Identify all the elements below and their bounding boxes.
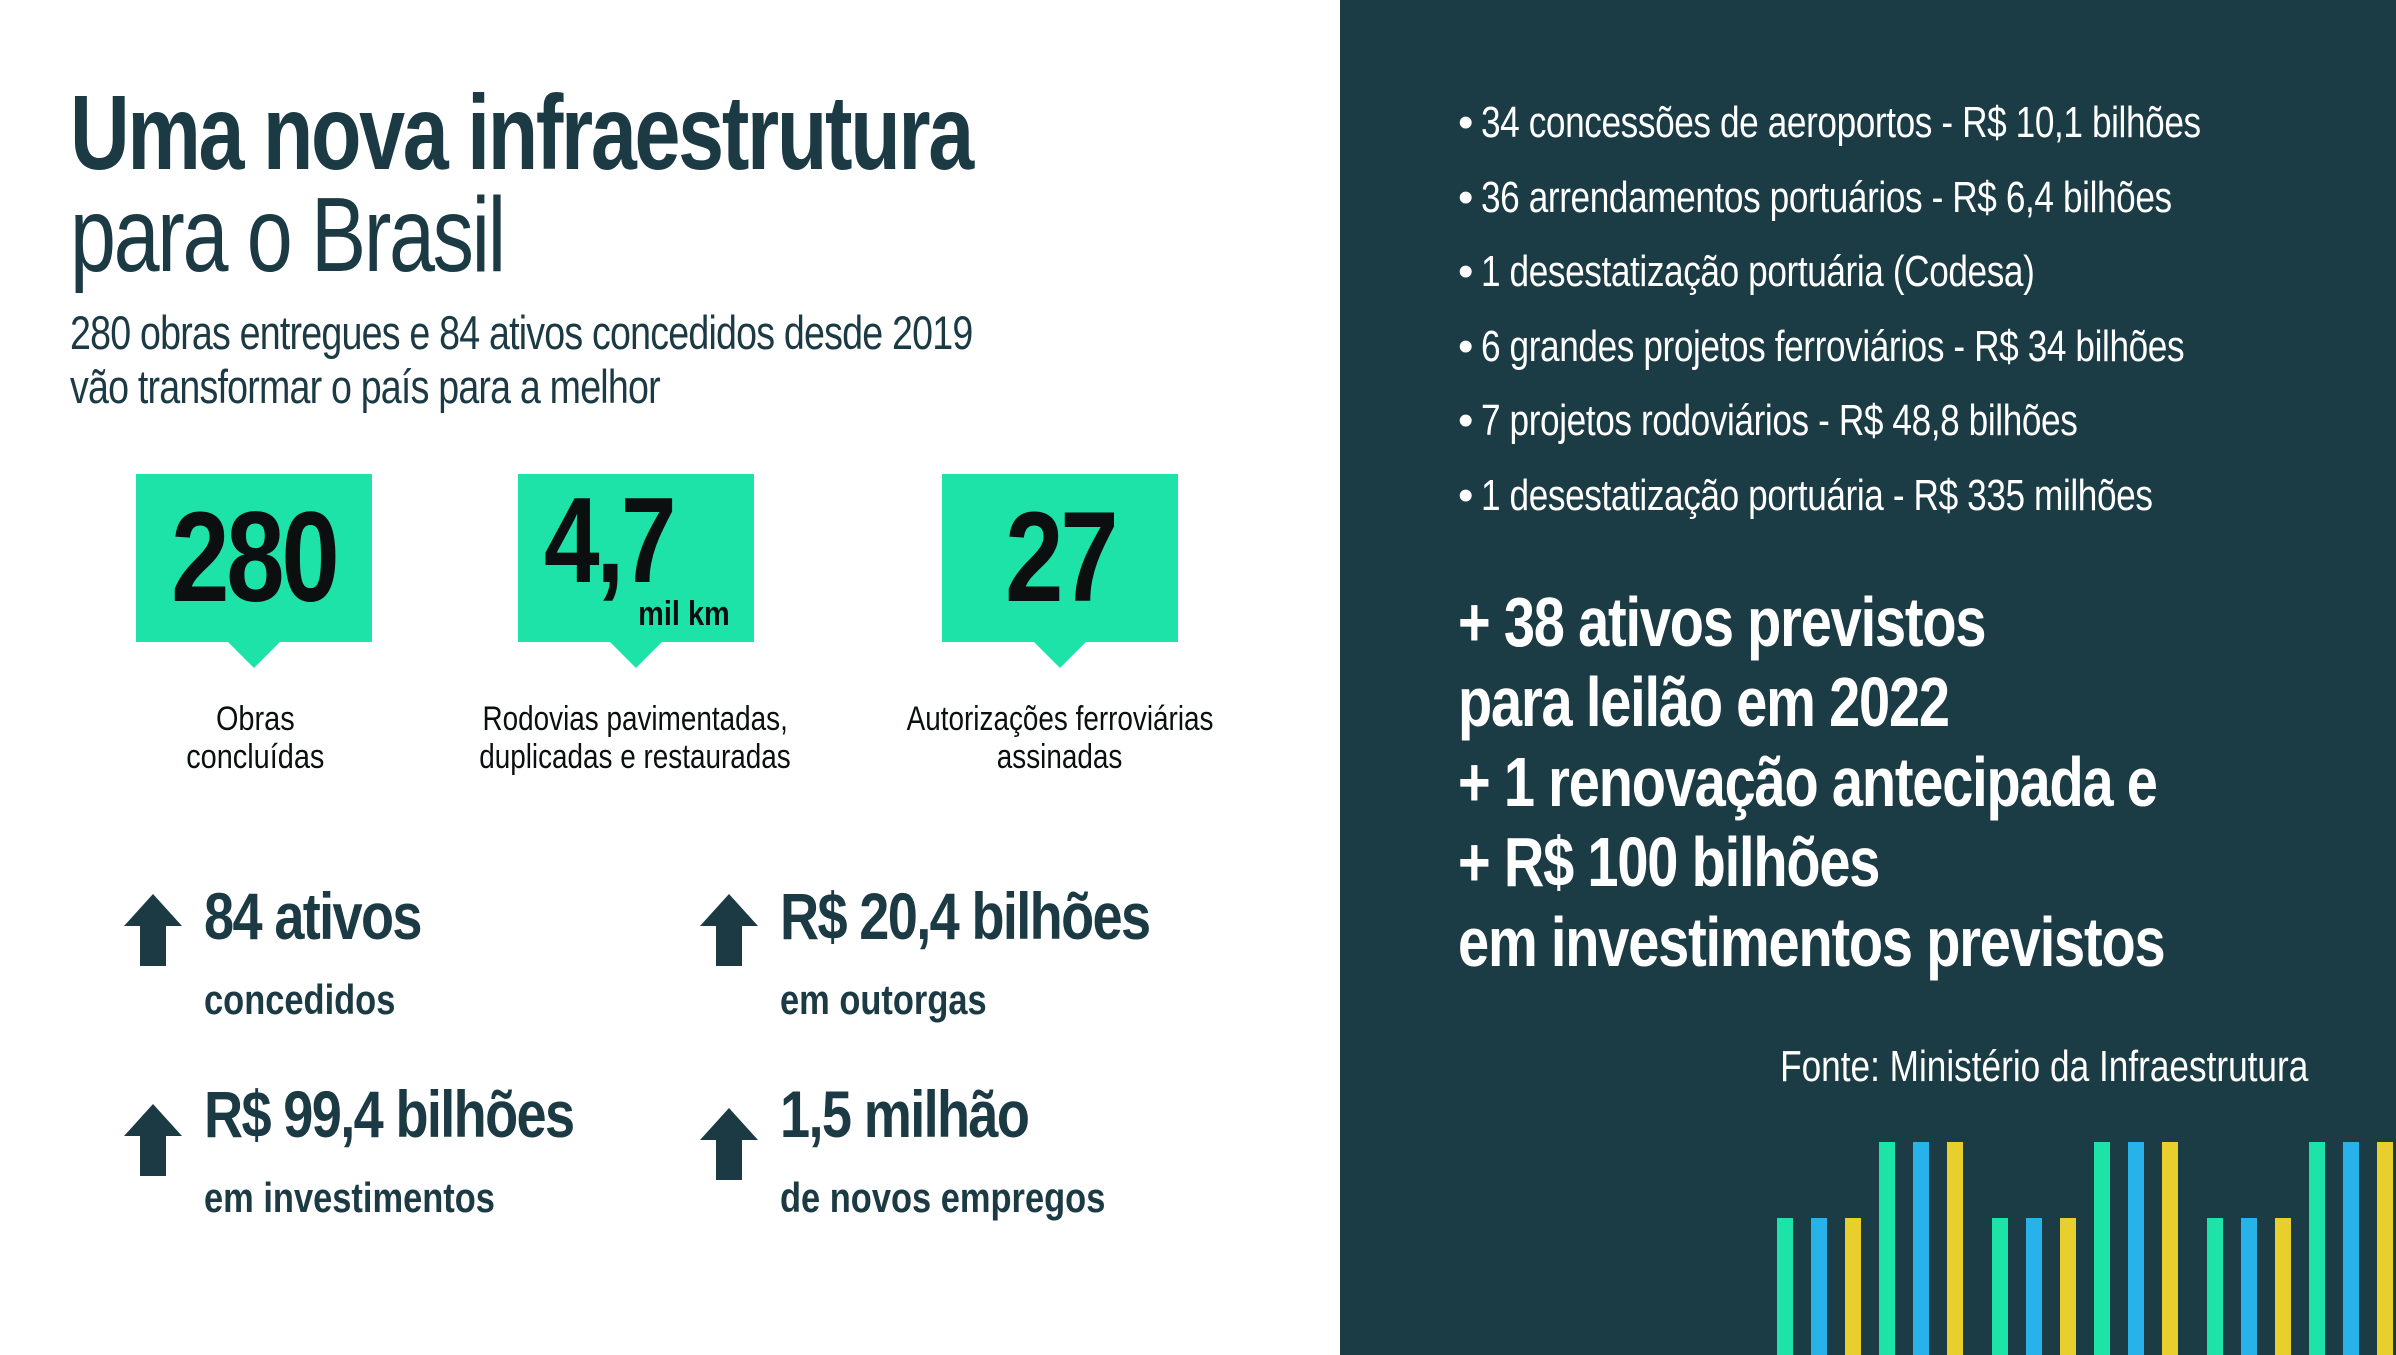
decorative-bar	[2094, 1142, 2110, 1355]
metric-label: em outorgas	[780, 976, 987, 1023]
decorative-bar	[2343, 1142, 2359, 1355]
stat-value: 280	[171, 486, 340, 629]
list-item: 7 projetos rodoviários - R$ 48,8 bilhões	[1458, 384, 2381, 459]
right-panel: 34 concessões de aeroportos - R$ 10,1 bi…	[1340, 0, 2396, 1355]
list-item: 6 grandes projetos ferroviários - R$ 34 …	[1458, 310, 2381, 385]
stat-value: 27	[1004, 486, 1118, 629]
source-note: Fonte: Ministério da Infraestrutura	[1779, 1042, 2308, 1091]
metric-value: R$ 99,4 bilhões	[204, 1077, 575, 1151]
highlight-l1-strong: + 38 ativos	[1458, 583, 1734, 661]
decorative-bar	[2241, 1218, 2257, 1355]
left-column: Uma nova infraestrutura para o Brasil 28…	[70, 80, 1270, 1221]
highlight-l5: em investimentos previstos	[1458, 903, 2166, 981]
asset-list: 34 concessões de aeroportos - R$ 10,1 bi…	[1458, 86, 2381, 533]
stat-unit: mil km	[638, 595, 730, 633]
stat-box-obras: 280	[136, 474, 372, 668]
title-part-strong: infraestrutura	[467, 74, 974, 192]
subtitle: 280 obras entregues e 84 ativos concedid…	[70, 306, 1270, 414]
metric-value: 84 ativos	[204, 879, 423, 953]
highlight-l3-rest: antecipada e	[1817, 743, 2158, 821]
arrow-up-icon	[124, 894, 182, 966]
list-item: 1 desestatização portuária (Codesa)	[1458, 235, 2381, 310]
list-item: 1 desestatização portuária - R$ 335 milh…	[1458, 459, 2381, 534]
decorative-bar	[1913, 1142, 1929, 1355]
title-part-light: Uma nova	[70, 74, 449, 192]
highlight-l3-strong: + 1 renovação	[1458, 743, 1819, 821]
decorative-bar	[2275, 1218, 2291, 1355]
decorative-bar	[1811, 1218, 1827, 1355]
arrow-up-icon	[124, 1104, 182, 1176]
decorative-bar	[2162, 1142, 2178, 1355]
highlight-text: + 38 ativos previstos para leilão em 202…	[1458, 582, 2378, 982]
metric-label: concedidos	[204, 976, 396, 1023]
decorative-bar	[2207, 1218, 2223, 1355]
highlight-l1-rest: previstos	[1732, 583, 1986, 661]
decorative-bar	[2026, 1218, 2042, 1355]
decorative-bar	[2060, 1218, 2076, 1355]
stat-value: 4,7	[544, 472, 677, 608]
page-title: Uma nova infraestrutura para o Brasil	[70, 80, 1370, 294]
title-line2: para o Brasil	[70, 176, 506, 294]
metric-value: 1,5 milhão	[780, 1077, 1030, 1151]
decorative-bar	[2377, 1142, 2393, 1355]
metric-label: de novos empregos	[780, 1174, 1106, 1221]
stat-box-ferrovias: 27	[942, 474, 1178, 668]
list-item: 34 concessões de aeroportos - R$ 10,1 bi…	[1458, 86, 2381, 161]
decorative-bars	[1777, 1142, 2393, 1355]
metric-value: R$ 20,4 bilhões	[780, 879, 1151, 953]
stat-box-rodovias: 4,7 mil km	[518, 472, 754, 668]
metric-label: em investimentos	[204, 1174, 495, 1221]
subtitle-line1: 280 obras entregues e 84 ativos concedid…	[70, 306, 973, 359]
stat-caption-rodovias: Rodovias pavimentadas, duplicadas e rest…	[479, 700, 791, 776]
decorative-bar	[2128, 1142, 2144, 1355]
decorative-bar	[1777, 1218, 1793, 1355]
arrow-up-icon	[700, 894, 758, 966]
decorative-bar	[2309, 1142, 2325, 1355]
highlight-l4: + R$ 100 bilhões	[1458, 823, 1880, 901]
decorative-bar	[1845, 1218, 1861, 1355]
stat-caption-obras: Obras concluídas	[185, 700, 325, 776]
decorative-bar	[1992, 1218, 2008, 1355]
stat-caption-ferrovias: Autorizações ferroviárias assinadas	[906, 700, 1214, 776]
decorative-bar	[1947, 1142, 1963, 1355]
subtitle-line2: vão transformar o país para a melhor	[70, 360, 661, 413]
highlight-l2: para leilão em 2022	[1458, 663, 1950, 741]
list-item: 36 arrendamentos portuários - R$ 6,4 bil…	[1458, 161, 2381, 236]
decorative-bar	[1879, 1142, 1895, 1355]
arrow-up-icon	[700, 1108, 758, 1180]
